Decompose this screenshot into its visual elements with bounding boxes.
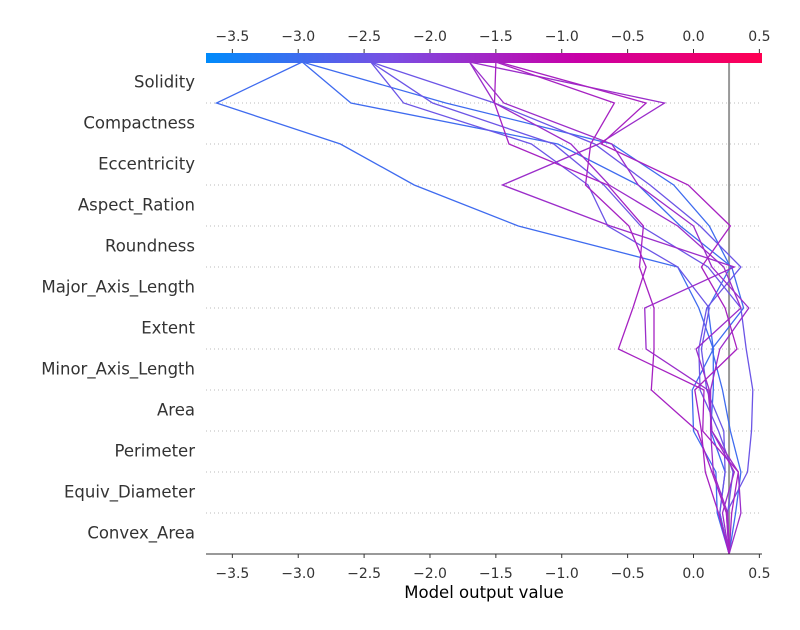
- decision-path-8: [469, 61, 750, 555]
- feature-label: Aspect_Ration: [78, 196, 195, 216]
- feature-label: Perimeter: [114, 442, 195, 461]
- x-tick-label-top: −1.5: [479, 29, 513, 45]
- decision-path-12: [498, 61, 738, 555]
- decision-path-10: [493, 61, 730, 555]
- x-tick-label-bottom: 0.0: [682, 566, 704, 582]
- feature-label: Area: [157, 401, 195, 420]
- decision-path-4: [370, 61, 754, 555]
- x-tick-label-bottom: −1.5: [479, 566, 513, 582]
- feature-label: Roundness: [105, 237, 195, 256]
- feature-label: Equiv_Diameter: [64, 483, 195, 503]
- decision-path-9: [469, 61, 737, 555]
- feature-label: Compactness: [83, 114, 195, 133]
- axes: [206, 49, 762, 558]
- x-tick-label-bottom: −2.0: [413, 566, 447, 582]
- x-tick-label-top: −2.5: [347, 29, 381, 45]
- decision-path-11: [495, 61, 739, 555]
- decision-path-5: [370, 61, 742, 555]
- x-tick-label-top: −1.0: [545, 29, 579, 45]
- x-tick-label-top: −3.0: [281, 29, 315, 45]
- decision-path-1: [301, 61, 745, 555]
- x-tick-label-bottom: 0.5: [748, 566, 770, 582]
- x-tick-label-top: 0.5: [748, 29, 770, 45]
- feature-label: Eccentricity: [98, 155, 195, 174]
- x-tick-label-bottom: −1.0: [545, 566, 579, 582]
- colorbar: [206, 53, 762, 63]
- x-tick-label-bottom: −0.5: [611, 566, 645, 582]
- feature-label: Minor_Axis_Length: [41, 360, 195, 380]
- feature-label: Major_Axis_Length: [42, 278, 195, 298]
- x-tick-label-top: −3.5: [215, 29, 249, 45]
- x-tick-label-top: 0.0: [682, 29, 704, 45]
- x-tick-label-bottom: −3.0: [281, 566, 315, 582]
- decision-path-2: [214, 61, 730, 555]
- feature-label: Extent: [141, 319, 195, 338]
- x-axis-title: Model output value: [404, 583, 564, 602]
- x-tick-label-top: −2.0: [413, 29, 447, 45]
- series-lines: [214, 61, 754, 555]
- x-tick-label-bottom: −2.5: [347, 566, 381, 582]
- feature-label: Solidity: [134, 73, 195, 92]
- decision-path-6: [370, 61, 730, 555]
- x-tick-label-bottom: −3.5: [215, 566, 249, 582]
- grid-lines: [206, 63, 762, 555]
- x-tick-label-top: −0.5: [611, 29, 645, 45]
- feature-label: Convex_Area: [87, 524, 195, 544]
- labels: −3.5 −3.5 −3.0 −3.0 −2.5 −2.5 −2.0 −2.0 −1.5 −1.5…: [41, 29, 770, 582]
